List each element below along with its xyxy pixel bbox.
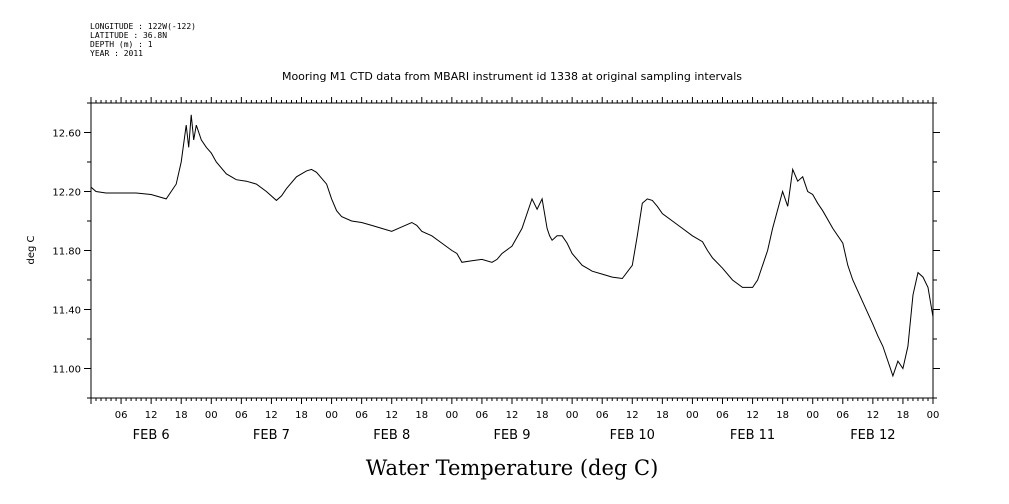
x-tick-label: 06 xyxy=(836,410,849,421)
x-tick-label: 00 xyxy=(205,410,218,421)
x-tick-label: 00 xyxy=(806,410,819,421)
x-tick-label: 12 xyxy=(626,410,639,421)
y-tick-label: 11.80 xyxy=(52,247,81,258)
y-axis-ticks xyxy=(84,102,940,399)
x-axis-ticks xyxy=(90,97,934,404)
x-tick-label: 12 xyxy=(265,410,278,421)
x-tick-labels: 06 12 18 00 06 12 18 00 06 12 18 00 06 12 18 00 06 12 18 00… xyxy=(115,410,940,421)
x-tick-label: 18 xyxy=(656,410,669,421)
x-tick-label: 06 xyxy=(115,410,128,421)
date-label: FEB 8 xyxy=(373,428,410,443)
x-tick-label: 12 xyxy=(866,410,879,421)
x-tick-label: 12 xyxy=(145,410,158,421)
x-tick-label: 12 xyxy=(746,410,759,421)
chart-title: Mooring M1 CTD data from MBARI instrumen… xyxy=(282,70,742,83)
longitude-text: LONGITUDE : 122W(-122) xyxy=(90,22,196,31)
x-tick-label: 18 xyxy=(536,410,549,421)
x-tick-label: 06 xyxy=(235,410,248,421)
y-tick-label: 12.60 xyxy=(52,129,81,140)
date-label: FEB 12 xyxy=(850,428,895,443)
x-tick-label: 18 xyxy=(415,410,428,421)
date-label: FEB 10 xyxy=(610,428,655,443)
year-text: YEAR : 2011 xyxy=(90,49,143,58)
x-tick-label: 06 xyxy=(596,410,609,421)
latitude-text: LATITUDE : 36.8N xyxy=(90,31,168,40)
date-labels: FEB 6 FEB 7 FEB 8 FEB 9 FEB 10 FEB 11 FEB 12 xyxy=(133,428,896,443)
x-tick-label: 06 xyxy=(716,410,729,421)
x-tick-label: 06 xyxy=(476,410,489,421)
x-axis-label: Water Temperature (deg C) xyxy=(366,456,659,480)
x-tick-label: 00 xyxy=(566,410,579,421)
date-label: FEB 11 xyxy=(730,428,775,443)
date-label: FEB 6 xyxy=(133,428,170,443)
date-label: FEB 9 xyxy=(493,428,530,443)
x-tick-label: 18 xyxy=(175,410,188,421)
x-tick-label: 12 xyxy=(506,410,519,421)
y-axis-label: deg C xyxy=(26,235,37,264)
y-tick-label: 11.00 xyxy=(52,365,81,376)
x-tick-label: 12 xyxy=(385,410,398,421)
x-tick-label: 18 xyxy=(295,410,308,421)
plot-frame xyxy=(90,102,934,399)
x-tick-label: 00 xyxy=(325,410,338,421)
x-tick-label: 00 xyxy=(445,410,458,421)
x-tick-label: 06 xyxy=(355,410,368,421)
depth-text: DEPTH (m) : 1 xyxy=(90,40,153,49)
x-tick-label: 00 xyxy=(686,410,699,421)
x-tick-label: 18 xyxy=(897,410,910,421)
temperature-series-line xyxy=(90,114,934,378)
date-label: FEB 7 xyxy=(253,428,290,443)
y-tick-label: 11.40 xyxy=(52,306,81,317)
y-tick-label: 12.20 xyxy=(52,188,81,199)
y-tick-labels: 11.00 11.40 11.80 12.20 12.60 xyxy=(52,129,81,376)
x-tick-label: 18 xyxy=(776,410,789,421)
x-tick-label: 00 xyxy=(927,410,940,421)
